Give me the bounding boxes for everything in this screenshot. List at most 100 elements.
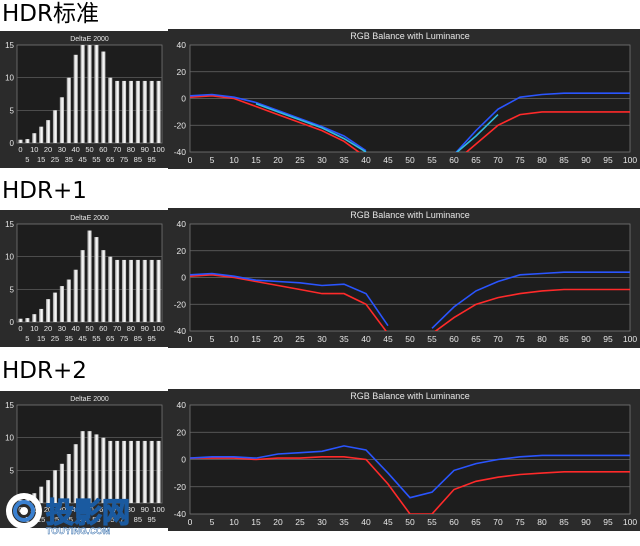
bar-x-tick-label: 0 [18,145,22,154]
bar-70 [115,440,120,503]
bar-x-tick-label: 75 [120,515,128,524]
bar-x-tick-label: 15 [37,155,45,164]
bar-25 [52,110,58,143]
bar-y-tick-label: 15 [5,220,14,229]
line-x-tick-label: 5 [210,517,215,527]
line-x-tick-label: 35 [339,155,349,165]
section-title-hdr-plus-1: HDR+1 [2,178,87,204]
bar-80 [128,440,133,503]
line-x-tick-label: 75 [515,334,525,344]
line-x-tick-label: 70 [493,517,503,527]
bar-45 [80,431,85,503]
bar-100 [156,259,161,322]
bar-x-tick-label: 100 [152,324,165,333]
bar-65 [108,440,113,503]
bar-30 [59,463,64,503]
section-title-hdr-plus-2: HDR+2 [2,358,87,384]
bar-chart-title: DeltaE 2000 [70,396,109,403]
line-x-tick-label: 0 [188,155,193,165]
line-x-tick-label: 85 [559,334,569,344]
line-x-tick-label: 65 [471,517,481,527]
bar-30 [59,286,64,322]
bar-x-tick-label: 60 [99,324,107,333]
line-y-tick-label: -40 [174,147,187,157]
bar-40 [73,54,78,143]
deltae-chart-1: DeltaE 2000 0 5 10 15 0 5 10 15 20 25 30 35 40 45 50 55 6… [0,31,172,168]
bar-100 [156,440,161,503]
line-x-tick-label: 40 [361,334,371,344]
bar-x-tick-label: 15 [37,334,45,343]
deltae-chart-3: DeltaE 200005101505101520253035404550556… [0,391,172,528]
line-y-tick-label: -20 [174,120,187,130]
bar-35 [66,454,71,503]
bar-85 [135,80,140,143]
line-x-tick-label: 95 [603,334,613,344]
bar-y-tick-label: 5 [10,466,15,475]
bar-65 [108,77,113,143]
bar-y-tick-label: 10 [5,253,14,262]
bar-x-tick-label: 15 [37,515,45,524]
bar-x-tick-label: 55 [92,155,100,164]
line-y-tick-label: 0 [181,455,186,465]
line-x-tick-label: 60 [449,155,459,165]
bar-50 [87,431,92,503]
line-x-tick-label: 50 [405,334,415,344]
bar-x-tick-label: 25 [51,155,59,164]
bar-65 [108,256,113,322]
bar-x-tick-label: 95 [147,155,155,164]
line-x-tick-label: 70 [493,155,503,165]
section-title-hdr-standard: HDR标准 [2,1,99,27]
line-x-tick-label: 10 [229,517,239,527]
bar-x-tick-label: 45 [78,155,86,164]
line-x-tick-label: 25 [295,517,305,527]
line-x-tick-label: 15 [251,517,261,527]
bar-70 [115,80,120,143]
bar-x-tick-label: 45 [78,334,86,343]
bar-55 [94,45,99,143]
bar-0 [18,139,23,143]
touying-watermark-logo: 投影网 TOUYING.COM [6,484,166,542]
bar-x-tick-label: 30 [58,324,66,333]
bar-95 [149,80,154,143]
line-x-tick-label: 65 [471,155,481,165]
line-x-tick-label: 30 [317,155,327,165]
bar-x-tick-label: 25 [51,334,59,343]
line-chart-title: RGB Balance with Luminance [350,210,470,220]
bar-60 [101,437,106,503]
bar-x-tick-label: 60 [99,505,107,514]
bar-x-tick-label: 40 [72,505,80,514]
line-x-tick-label: 60 [449,517,459,527]
deltae-chart-2: DeltaE 2000 0 5 10 15 0 5 10 15 20 25 30 35 40 45 50 55 6… [0,210,172,347]
line-y-tick-label: 40 [177,400,187,410]
bar-x-tick-label: 70 [113,145,121,154]
line-x-tick-label: 30 [317,517,327,527]
bar-x-tick-label: 35 [65,155,73,164]
bar-x-tick-label: 80 [127,505,135,514]
line-y-tick-label: 0 [181,273,186,283]
line-x-tick-label: 5 [210,334,215,344]
line-x-tick-label: 25 [295,155,305,165]
series-line-red [190,456,630,514]
line-x-tick-label: 80 [537,334,547,344]
bar-5 [25,139,30,143]
bar-x-tick-label: 65 [106,155,114,164]
bar-x-tick-label: 80 [127,145,135,154]
line-chart-title: RGB Balance with Luminance [350,31,470,41]
rgb-balance-chart-2: RGB Balance with Luminance -40 -20 0 20 40 0 5 1… [168,208,640,348]
line-x-tick-label: 20 [273,334,283,344]
line-x-tick-label: 10 [229,155,239,165]
line-x-tick-label: 0 [188,334,193,344]
bar-y-tick-label: 0 [10,318,15,327]
bar-10 [32,314,37,322]
line-x-tick-label: 0 [188,517,193,527]
bar-50 [87,230,92,322]
line-chart-title: RGB Balance with Luminance [350,391,470,401]
line-y-tick-label: 40 [177,219,187,229]
line-x-tick-label: 90 [581,334,591,344]
series-line-blue [190,271,630,329]
bar-55 [94,237,99,322]
line-x-tick-label: 15 [251,155,261,165]
line-x-tick-label: 35 [339,517,349,527]
bar-15 [39,126,44,143]
bar-75 [121,440,127,503]
